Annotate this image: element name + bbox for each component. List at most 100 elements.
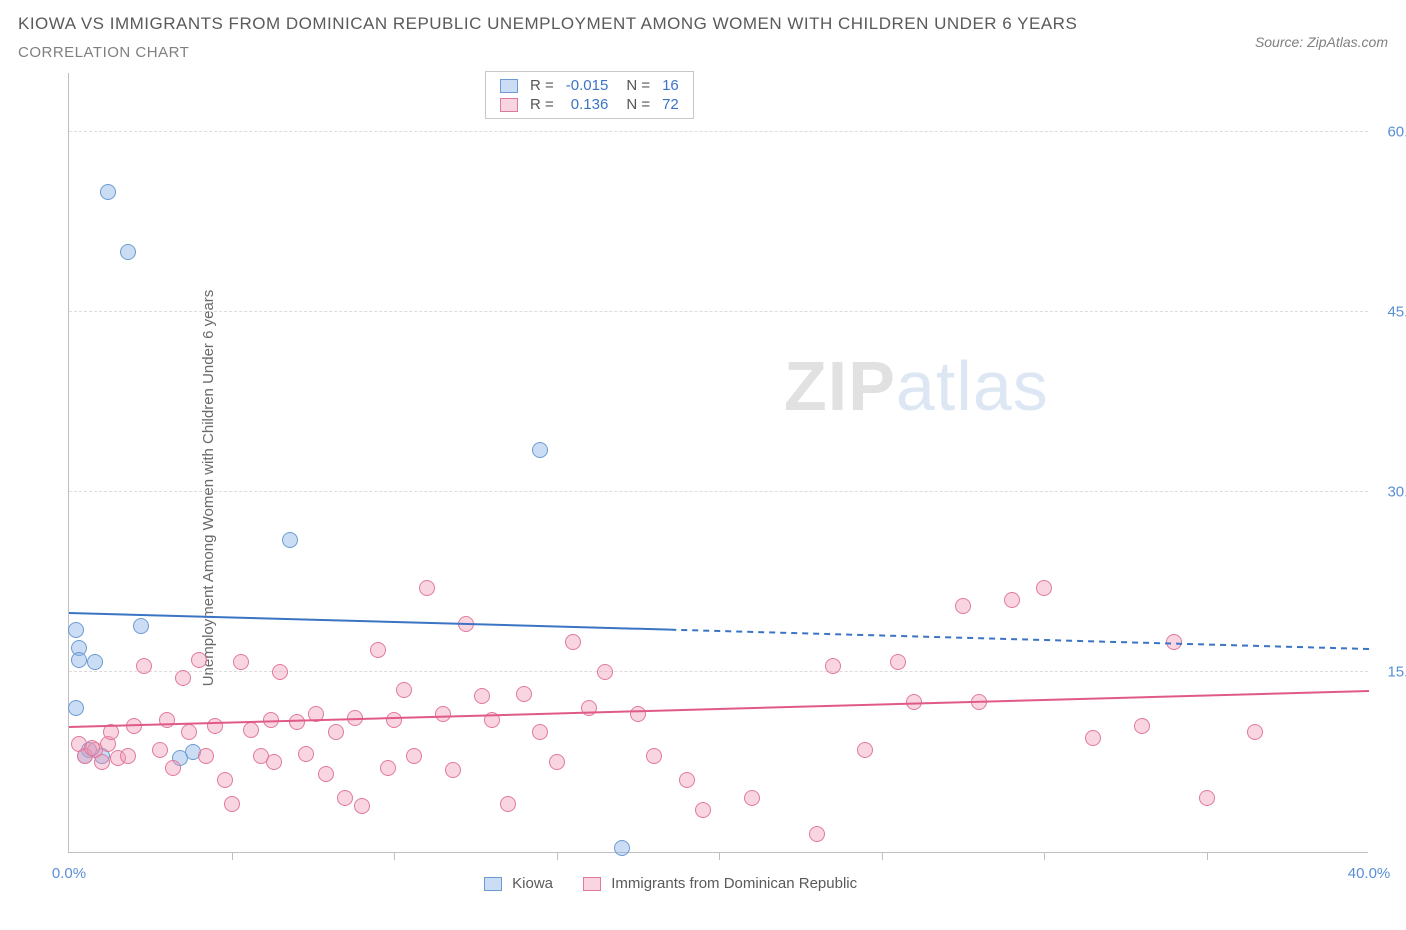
data-point [516,686,532,702]
gridline [69,491,1368,492]
data-point [165,760,181,776]
data-point [87,654,103,670]
data-point [298,746,314,762]
x-tick [882,852,883,860]
data-point [1036,580,1052,596]
watermark: ZIPatlas [784,346,1049,426]
data-point [825,658,841,674]
data-point [120,244,136,260]
data-point [380,760,396,776]
data-point [581,700,597,716]
legend-swatch [484,877,502,891]
data-point [272,664,288,680]
stats-legend: R =-0.015N =16R =0.136N =72 [485,71,694,119]
legend-swatch [500,98,518,112]
data-point [207,718,223,734]
data-point [308,706,324,722]
data-point [565,634,581,650]
legend-swatch [500,79,518,93]
chart-subtitle: CORRELATION CHART [18,44,1077,61]
trend-lines [69,73,1369,853]
y-tick-label: 15.0% [1387,664,1406,681]
data-point [198,748,214,764]
data-point [370,642,386,658]
data-point [120,748,136,764]
data-point [68,622,84,638]
data-point [597,664,613,680]
data-point [68,700,84,716]
y-tick-label: 60.0% [1387,124,1406,141]
y-tick-label: 45.0% [1387,304,1406,321]
data-point [386,712,402,728]
data-point [1166,634,1182,650]
data-point [1085,730,1101,746]
data-point [500,796,516,812]
x-tick-label: 0.0% [52,865,86,882]
x-tick [1207,852,1208,860]
data-point [1004,592,1020,608]
x-tick [719,852,720,860]
data-point [175,670,191,686]
data-point [282,532,298,548]
x-tick [232,852,233,860]
data-point [646,748,662,764]
data-point [906,694,922,710]
data-point [1247,724,1263,740]
data-point [233,654,249,670]
data-point [217,772,233,788]
data-point [435,706,451,722]
data-point [328,724,344,740]
data-point [71,652,87,668]
data-point [890,654,906,670]
gridline [69,311,1368,312]
gridline [69,131,1368,132]
series-legend: Kiowa Immigrants from Dominican Republic [484,875,887,892]
x-tick-label: 40.0% [1348,865,1391,882]
data-point [224,796,240,812]
data-point [549,754,565,770]
data-point [103,724,119,740]
data-point [100,184,116,200]
data-point [318,766,334,782]
data-point [136,658,152,674]
data-point [266,754,282,770]
x-tick [394,852,395,860]
data-point [679,772,695,788]
data-point [445,762,461,778]
data-point [744,790,760,806]
data-point [955,598,971,614]
data-point [181,724,197,740]
data-point [347,710,363,726]
data-point [94,754,110,770]
data-point [126,718,142,734]
legend-swatch [583,877,601,891]
data-point [532,442,548,458]
data-point [1134,718,1150,734]
data-point [337,790,353,806]
data-point [532,724,548,740]
data-point [630,706,646,722]
data-point [289,714,305,730]
data-point [474,688,490,704]
data-point [354,798,370,814]
data-point [857,742,873,758]
trend-line-solid [69,613,670,630]
data-point [84,740,100,756]
data-point [191,652,207,668]
y-tick-label: 30.0% [1387,484,1406,501]
data-point [406,748,422,764]
data-point [419,580,435,596]
data-point [614,840,630,856]
data-point [1199,790,1215,806]
data-point [396,682,412,698]
gridline [69,671,1368,672]
data-point [159,712,175,728]
chart-title: KIOWA VS IMMIGRANTS FROM DOMINICAN REPUB… [18,14,1077,34]
data-point [484,712,500,728]
data-point [809,826,825,842]
source-credit: Source: ZipAtlas.com [1255,34,1388,50]
data-point [133,618,149,634]
data-point [458,616,474,632]
data-point [243,722,259,738]
data-point [971,694,987,710]
